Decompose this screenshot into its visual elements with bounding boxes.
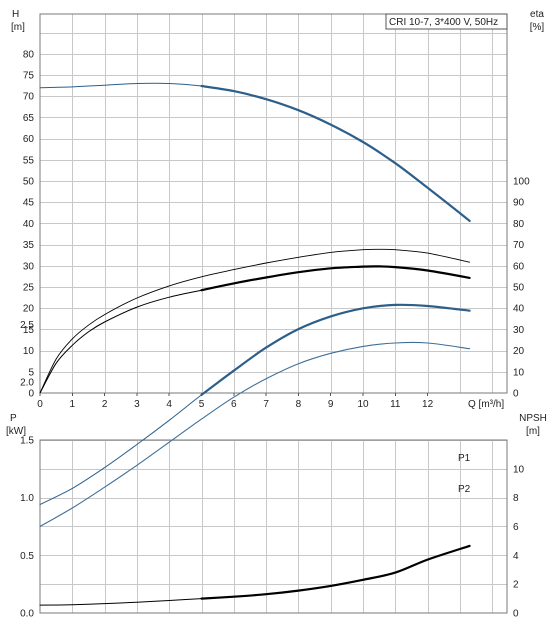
x-tick-label: 10	[357, 399, 369, 410]
axis-tick-labels: 0 1 2 3 4 5 6 7 8 9 10 11 12051015202530354045505560…	[20, 49, 530, 619]
power-axis-label: P	[10, 413, 17, 424]
npsh-tick-label: 0	[513, 609, 519, 620]
power-tick-label: 1.5	[20, 435, 34, 446]
top-series-1-line	[39, 248, 471, 394]
head-axis-label: H	[12, 9, 19, 20]
head-tick-label: 25	[23, 283, 35, 294]
head-tick-label: 80	[23, 49, 35, 60]
npsh-tick-label: 2	[513, 580, 519, 591]
eta-tick-label: 30	[513, 325, 525, 336]
top-panel-frame	[39, 13, 508, 394]
npsh-axis-label: NPSH	[519, 413, 547, 424]
eta-tick-label: 90	[513, 198, 525, 209]
head-tick-label: 30	[23, 261, 35, 272]
x-tick-label: 4	[166, 399, 172, 410]
top-series-0-line	[39, 82, 471, 222]
eta-axis-unit: [%]	[530, 22, 545, 33]
power-tick-label: 0.0	[20, 609, 34, 620]
eta-tick-label: 40	[513, 304, 525, 315]
head-tick-label: 55	[23, 155, 35, 166]
head-tick-label: 35	[23, 240, 35, 251]
head-tick-label: 15	[23, 325, 35, 336]
head-tick-label: 65	[23, 113, 35, 124]
x-tick-label: 7	[263, 399, 269, 410]
bottom-series-1-line	[39, 341, 471, 528]
top-series-2-operating-range	[200, 265, 471, 292]
flow-axis-label: Q [m³/h]	[468, 399, 504, 410]
x-tick-label: 8	[296, 399, 302, 410]
x-tick-label: 3	[134, 399, 140, 410]
x-tick-label: 5	[199, 399, 205, 410]
head-tick-label: 45	[23, 198, 35, 209]
eta-tick-label: 0	[513, 389, 519, 400]
p2-series-label: P2	[458, 484, 471, 495]
eta-tick-label: 100	[513, 177, 530, 188]
bottom-panel-grid	[40, 440, 507, 613]
p1-series-label: P1	[458, 453, 471, 464]
x-tick-label: 6	[231, 399, 237, 410]
top-panel-series	[39, 82, 471, 394]
bottom-panel-series	[39, 303, 471, 606]
eta-tick-label: 60	[513, 261, 525, 272]
eta-tick-label: 50	[513, 283, 525, 294]
head-tick-label: 60	[23, 134, 35, 145]
head-tick-label: 70	[23, 92, 35, 103]
power-tick-label: 2.0	[20, 378, 34, 389]
power-tick-label: 0.5	[20, 551, 34, 562]
x-tick-label: 0	[37, 399, 43, 410]
head-tick-label: 10	[23, 346, 35, 357]
power-tick-label: 2.5	[20, 320, 34, 331]
eta-tick-label: 80	[513, 219, 525, 230]
bottom-series-0-operating-range	[200, 303, 471, 396]
head-tick-label: 40	[23, 219, 35, 230]
x-tick-label: 2	[102, 399, 108, 410]
head-tick-label: 20	[23, 304, 35, 315]
npsh-tick-label: 8	[513, 493, 519, 504]
head-tick-label: 0	[28, 389, 34, 400]
head-axis-unit: [m]	[11, 22, 25, 33]
top-panel-grid	[40, 14, 507, 393]
npsh-axis-unit: [m]	[526, 426, 540, 437]
npsh-tick-label: 6	[513, 522, 519, 533]
head-tick-label: 75	[23, 71, 35, 82]
pump-legend-box	[385, 13, 508, 30]
eta-axis-label: eta	[530, 9, 544, 20]
power-tick-label: 1.0	[20, 493, 34, 504]
npsh-tick-label: 10	[513, 464, 525, 475]
x-tick-label: 11	[390, 399, 401, 410]
pump-legend-text: CRI 10-7, 3*400 V, 50Hz	[389, 17, 498, 28]
head-tick-label: 5	[28, 367, 34, 378]
npsh-tick-label: 4	[513, 551, 519, 562]
power-axis-unit: [kW]	[6, 426, 26, 437]
eta-tick-label: 70	[513, 240, 525, 251]
bottom-series-2-operating-range	[200, 544, 471, 600]
x-tick-label: 1	[70, 399, 76, 410]
eta-tick-label: 20	[513, 346, 525, 357]
x-tick-label: 9	[328, 399, 334, 410]
top-series-0-operating-range	[200, 84, 471, 222]
x-tick-label: 12	[422, 399, 434, 410]
head-tick-label: 50	[23, 177, 35, 188]
eta-tick-label: 10	[513, 367, 525, 378]
